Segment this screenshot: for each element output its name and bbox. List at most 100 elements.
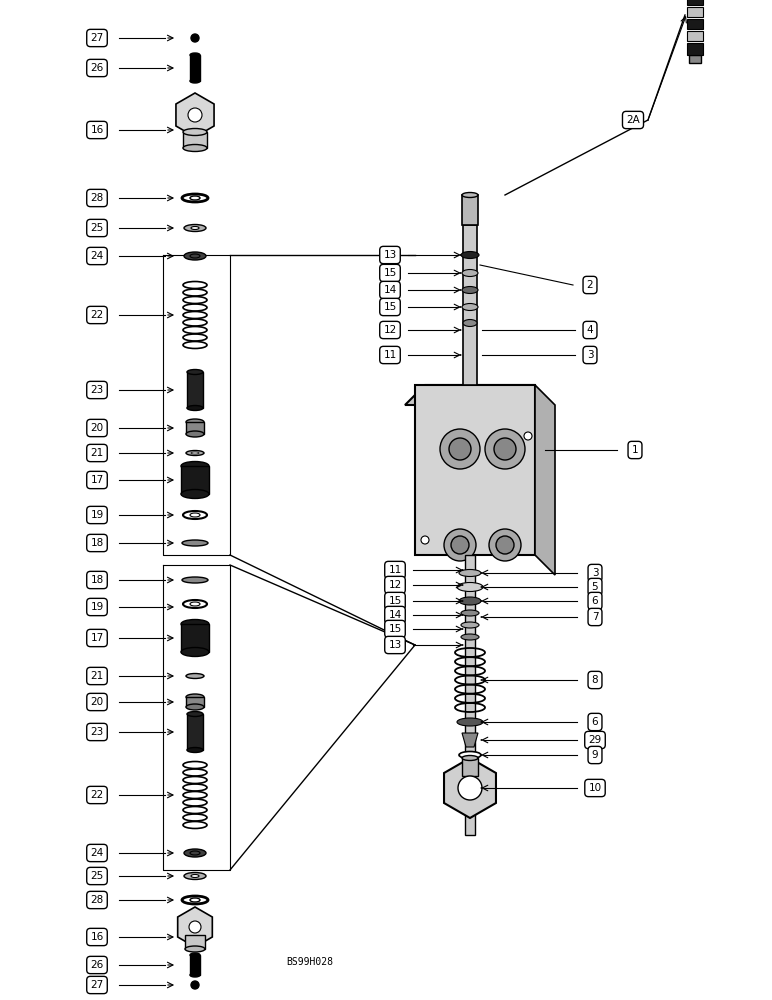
Text: 26: 26 [90, 63, 103, 73]
Text: 27: 27 [90, 980, 103, 990]
Text: 6: 6 [591, 717, 598, 727]
Text: 28: 28 [90, 193, 103, 203]
Ellipse shape [187, 712, 203, 716]
Ellipse shape [191, 452, 199, 454]
Bar [415, 385, 535, 555]
Polygon shape [176, 93, 214, 137]
Circle shape [449, 438, 471, 460]
Polygon shape [405, 385, 535, 405]
Ellipse shape [181, 489, 209, 498]
Bar [465, 555, 475, 835]
Bar [462, 195, 478, 225]
Circle shape [458, 776, 482, 800]
Ellipse shape [186, 694, 204, 700]
Ellipse shape [182, 577, 208, 583]
Ellipse shape [191, 874, 199, 878]
Ellipse shape [186, 431, 204, 437]
Ellipse shape [187, 369, 203, 374]
Bar [187, 372, 203, 408]
Ellipse shape [190, 851, 200, 855]
Ellipse shape [182, 540, 208, 546]
Text: 23: 23 [90, 385, 103, 395]
Ellipse shape [462, 286, 478, 294]
Ellipse shape [181, 462, 209, 471]
Bar [687, 7, 703, 17]
Circle shape [191, 34, 199, 42]
Bar [687, 19, 703, 29]
Text: 15: 15 [384, 302, 397, 312]
Text: 16: 16 [90, 932, 103, 942]
Ellipse shape [461, 251, 479, 258]
Text: 18: 18 [90, 538, 103, 548]
Ellipse shape [462, 756, 478, 760]
Ellipse shape [190, 973, 200, 977]
Ellipse shape [186, 704, 204, 710]
Ellipse shape [187, 406, 203, 410]
Ellipse shape [191, 227, 199, 230]
Circle shape [496, 536, 514, 554]
Circle shape [485, 429, 525, 469]
Text: 14: 14 [384, 285, 397, 295]
Text: 4: 4 [587, 325, 594, 335]
Text: 11: 11 [388, 565, 401, 575]
Ellipse shape [461, 610, 479, 616]
Text: 2: 2 [587, 280, 594, 290]
Ellipse shape [462, 304, 478, 310]
Polygon shape [178, 907, 212, 947]
Text: 10: 10 [588, 783, 601, 793]
Ellipse shape [187, 748, 203, 752]
Text: 1: 1 [631, 445, 638, 455]
Ellipse shape [183, 144, 207, 151]
Polygon shape [462, 733, 478, 747]
Bar [687, 31, 703, 41]
Bar [187, 714, 203, 750]
Ellipse shape [184, 225, 206, 232]
Text: 25: 25 [90, 871, 103, 881]
Bar [181, 624, 209, 652]
Text: 3: 3 [591, 568, 598, 578]
Ellipse shape [190, 79, 200, 83]
Ellipse shape [186, 450, 204, 456]
Text: 22: 22 [90, 310, 103, 320]
Text: 22: 22 [90, 790, 103, 800]
Text: 27: 27 [90, 33, 103, 43]
Ellipse shape [190, 196, 200, 200]
Text: 11: 11 [384, 350, 397, 360]
Bar [181, 466, 209, 494]
Text: 29: 29 [588, 735, 601, 745]
Text: 17: 17 [90, 475, 103, 485]
Ellipse shape [190, 953, 200, 957]
Text: 5: 5 [591, 582, 598, 592]
Text: 24: 24 [90, 251, 103, 261]
Ellipse shape [185, 946, 205, 952]
Bar [186, 422, 204, 434]
Ellipse shape [463, 320, 477, 326]
Ellipse shape [182, 896, 208, 904]
Ellipse shape [190, 898, 200, 902]
Bar [185, 935, 205, 949]
Text: 19: 19 [90, 510, 103, 520]
Circle shape [421, 536, 429, 544]
Polygon shape [535, 385, 555, 575]
Bar [190, 55, 200, 81]
Text: BS99H028: BS99H028 [286, 957, 334, 967]
Bar [687, 43, 703, 55]
Ellipse shape [183, 511, 207, 519]
Ellipse shape [190, 513, 200, 517]
Circle shape [189, 921, 201, 933]
Ellipse shape [461, 622, 479, 628]
Ellipse shape [183, 600, 207, 608]
Text: 24: 24 [90, 848, 103, 858]
Text: 7: 7 [591, 612, 598, 622]
Bar [462, 758, 478, 776]
Text: 26: 26 [90, 960, 103, 970]
Text: 9: 9 [591, 750, 598, 760]
Circle shape [444, 529, 476, 561]
Circle shape [451, 536, 469, 554]
Text: 21: 21 [90, 448, 103, 458]
Text: 13: 13 [384, 250, 397, 260]
Ellipse shape [462, 269, 478, 276]
Text: 15: 15 [384, 268, 397, 278]
Ellipse shape [181, 648, 209, 656]
Text: 15: 15 [388, 596, 401, 606]
